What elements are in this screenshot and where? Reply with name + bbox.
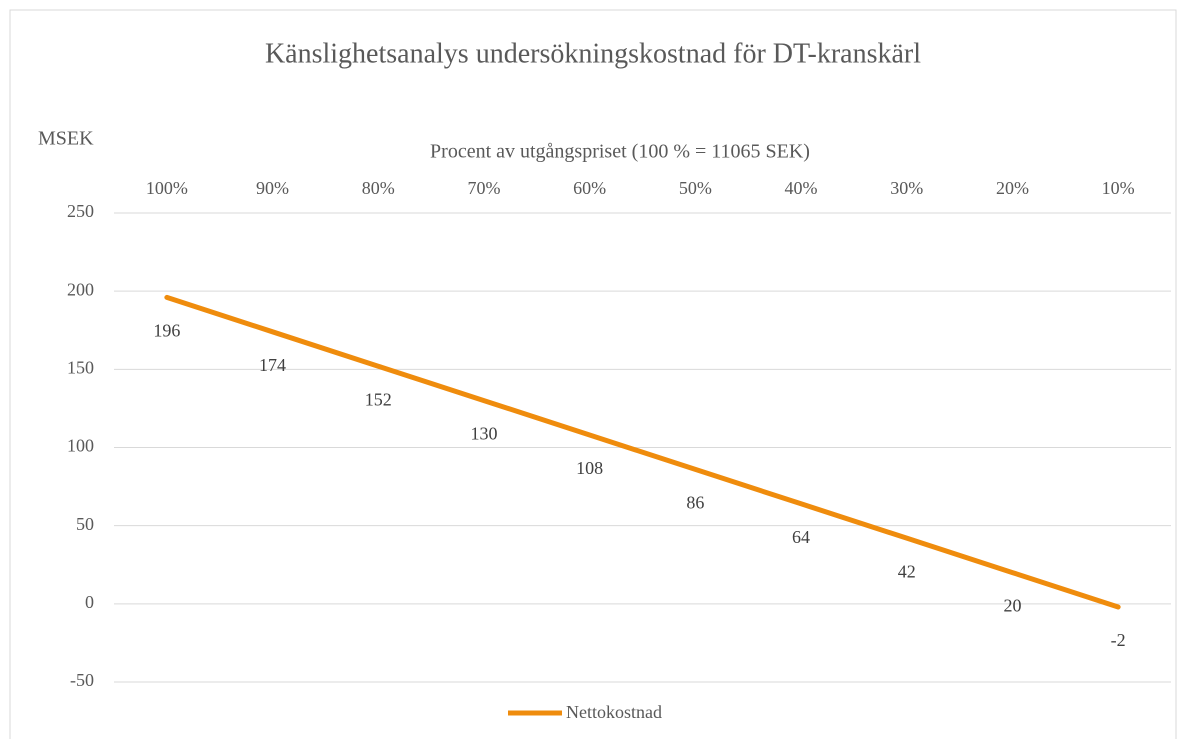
y-tick-label: 200 [67,279,94,299]
y-axis-label: MSEK [38,128,94,150]
y-tick-label: 150 [67,357,94,377]
data-label: 152 [365,389,392,409]
data-label: 108 [576,458,603,478]
x-tick-label: 90% [256,178,289,198]
data-label: 86 [686,493,704,513]
x-tick-label: 20% [996,178,1029,198]
x-tick-label: 40% [785,178,818,198]
x-tick-label: 30% [890,178,923,198]
y-tick-label: 100 [67,436,94,456]
y-tick-label: 50 [76,514,94,534]
y-tick-label: 250 [67,201,94,221]
x-tick-label: 100% [146,178,188,198]
x-axis-label: Procent av utgångspriset (100 % = 11065 … [430,141,810,163]
x-tick-label: 70% [467,178,500,198]
line [164,294,1121,610]
data-label: 196 [153,321,180,341]
x-tick-label: 10% [1102,178,1135,198]
data-label: -2 [1111,630,1126,650]
legend-label: Nettokostnad [566,702,662,722]
y-tick-label: 0 [85,592,94,612]
x-tick-label: 80% [362,178,395,198]
y-tick-label: -50 [70,670,94,690]
chart-border [9,9,1177,739]
chart-title: Känslighetsanalys undersökningskostnad f… [265,38,921,69]
data-label: 64 [792,527,810,547]
data-label: 174 [259,355,286,375]
data-label: 20 [1003,596,1021,616]
data-label: 130 [470,424,497,444]
x-tick-label: 50% [679,178,712,198]
data-label: 42 [898,561,916,581]
x-tick-label: 60% [573,178,606,198]
